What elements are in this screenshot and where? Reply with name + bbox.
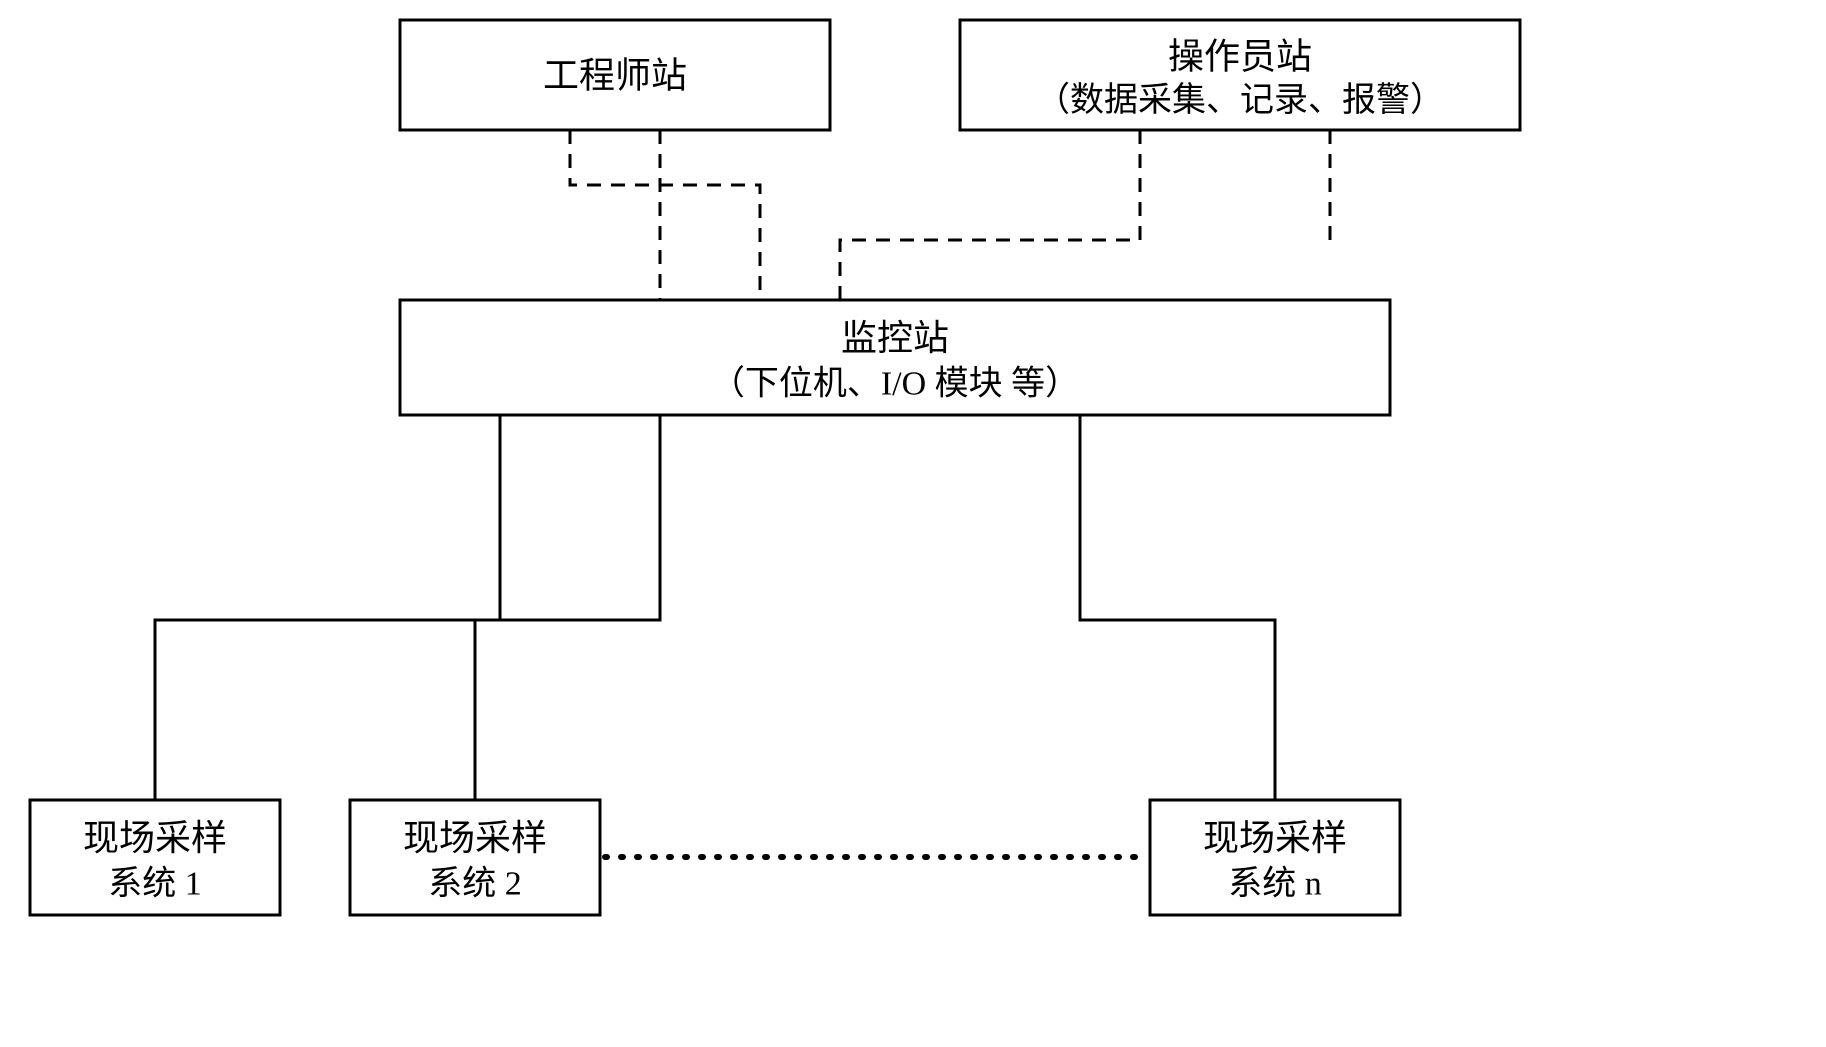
engineer-station-label: 工程师站 [543, 55, 687, 95]
sample-system-1-label-1: 现场采样 [83, 818, 227, 858]
dashed-line-edge [570, 130, 760, 300]
sample-system-n-label-1: 现场采样 [1203, 818, 1347, 858]
monitor-station-label-1: 监控站 [841, 318, 949, 358]
solid-line-edge [475, 415, 660, 800]
operator-station-label-1: 操作员站 [1168, 37, 1312, 77]
sample-system-n-label-2: 系统 n [1228, 865, 1322, 903]
solid-edges [155, 415, 1275, 800]
sample-system-2-label-2: 系统 2 [428, 865, 522, 903]
sample-system-2-node: 现场采样 系统 2 [350, 800, 600, 915]
solid-line-edge [155, 415, 500, 800]
solid-line-edge [1080, 415, 1275, 800]
engineer-station-node: 工程师站 [400, 20, 830, 130]
sample-system-n-node: 现场采样 系统 n [1150, 800, 1400, 915]
sample-system-1-label-2: 系统 1 [108, 865, 202, 903]
operator-station-label-2: （数据采集、记录、报警） [1036, 81, 1444, 119]
monitor-station-node: 监控站 （下位机、I/O 模块 等） [400, 300, 1390, 415]
operator-station-node: 操作员站 （数据采集、记录、报警） [960, 20, 1520, 130]
sample-system-1-node: 现场采样 系统 1 [30, 800, 280, 915]
dashed-edges [570, 130, 1330, 300]
dashed-line-edge [840, 130, 1140, 300]
monitor-station-label-2: （下位机、I/O 模块 等） [711, 365, 1079, 403]
sample-system-2-label-1: 现场采样 [403, 818, 547, 858]
